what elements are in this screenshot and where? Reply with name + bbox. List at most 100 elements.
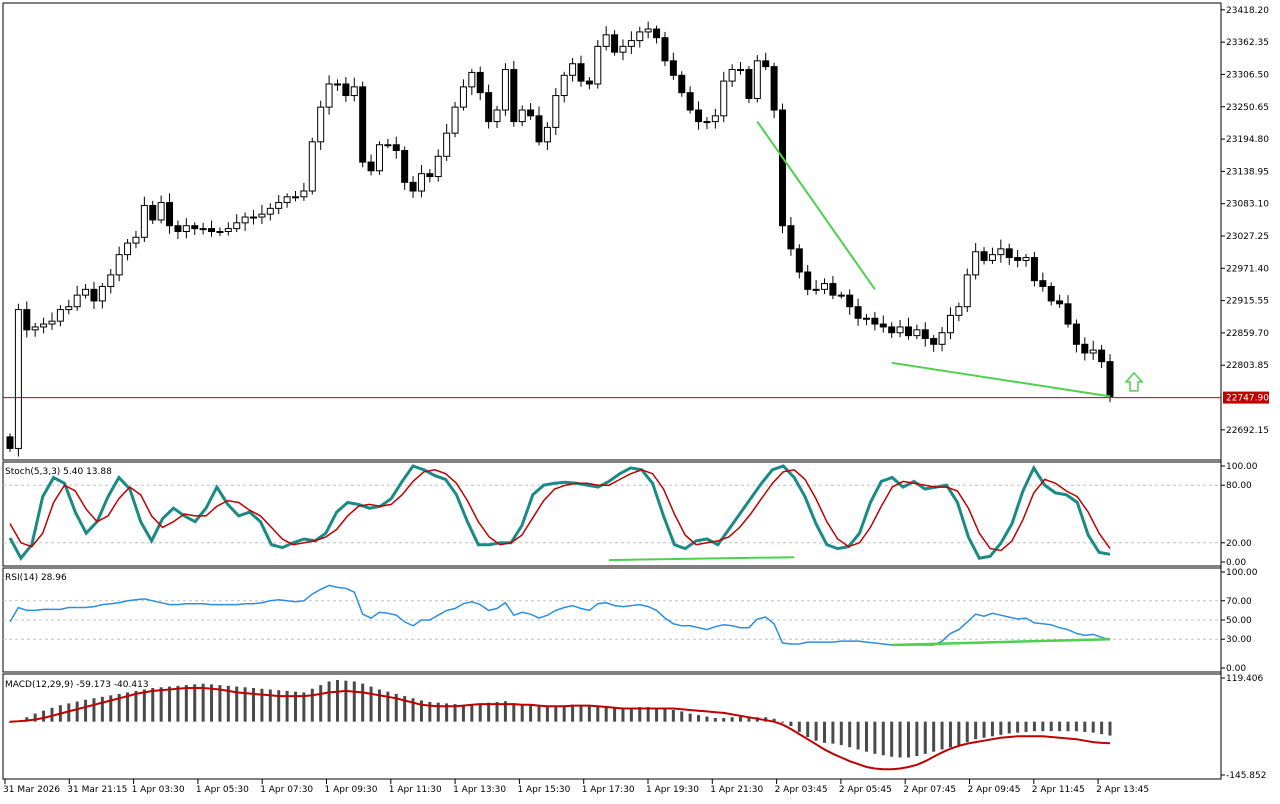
candle-bull [1089,349,1097,354]
candle-bear [795,248,803,273]
macd-bar [168,686,172,722]
macd-bar [948,721,952,748]
macd-bar [781,721,785,723]
macd-bar [999,721,1003,735]
macd-bar [713,718,717,722]
macd-pane[interactable] [8,679,1112,771]
candle-bull [140,204,148,238]
candle-bear [762,60,770,68]
macd-bar [327,681,331,722]
candle-bear [1030,257,1038,282]
candle-bear [770,66,778,111]
price-tick-label: 23194.80 [1226,135,1269,145]
candle-bull [258,213,266,218]
candle-bear [695,109,703,123]
macd-bar [730,717,734,722]
macd-bar [50,707,54,722]
rsi-tick-label: 70.00 [1226,597,1252,607]
macd-bar [411,698,415,722]
macd-bar [571,704,575,722]
macd-bar [680,711,684,722]
stochastic-pane[interactable] [8,464,1111,562]
x-tick-label: 31 Mar 2026 [3,785,60,795]
pane-frames [2,2,1222,780]
x-tick-label: 1 Apr 05:30 [196,785,249,795]
candle-bear [359,86,367,163]
macd-bar [789,721,793,727]
x-tick-label: 2 Apr 03:45 [775,785,828,795]
candle-bull [737,69,745,72]
macd-bar [159,687,163,722]
macd-bar [302,692,306,722]
candle-bull [82,288,90,296]
candle-bear [661,37,669,62]
candle-bear [208,228,216,232]
macd-bar [403,696,407,722]
price-tick-label: 23306.50 [1226,70,1269,80]
price-pane[interactable]: 22747.90 [3,21,1269,457]
candle-bull [997,248,1005,256]
candle-bull [199,228,207,231]
candle-bull [938,332,946,345]
stoch-tick-label: 80.00 [1226,481,1252,491]
macd-bar [638,707,642,722]
macd-bar [495,701,499,722]
rsi-pane[interactable] [9,584,1111,647]
candle-bull [48,320,56,325]
macd-bar [806,721,810,738]
candle-bear [1072,323,1080,345]
candle-bull [443,132,451,157]
macd-bar [126,692,130,722]
macd-bar [1032,721,1036,732]
x-tick-label: 1 Apr 13:30 [453,785,506,795]
candle-bull [955,306,963,316]
candle-bull [569,63,577,76]
macd-bar [151,688,155,722]
candle-bull [417,173,425,192]
macd-bar [361,683,365,722]
candle-bull [241,216,249,224]
macd-bar [671,709,675,722]
macd-bar [1024,721,1028,732]
candle-bear [476,71,484,94]
macd-bar [705,716,709,722]
candle-bear [653,28,661,39]
macd-bar [1066,721,1070,732]
macd-bar [864,721,868,752]
macd-bar [596,706,600,722]
macd-bar [1074,721,1078,732]
macd-bar [369,686,373,722]
candle-bear [921,329,929,340]
macd-bar [293,691,297,722]
macd-bar [562,705,566,722]
current-price-label: 22747.90 [1226,394,1269,404]
x-tick-label: 2 Apr 11:45 [1032,785,1085,795]
macd-bar [419,700,423,722]
macd-bar [873,721,877,754]
candle-bull [250,216,258,219]
macd-bar [629,707,633,722]
candle-bear [90,288,98,302]
current-price-badge [1223,391,1269,404]
macd-bar [1007,721,1011,734]
price-tick-label: 23418.20 [1226,6,1269,16]
candle-bull [594,45,602,85]
macd-bar [33,713,37,722]
macd-bar [1083,721,1087,732]
macd-bar [285,690,289,722]
macd-bar [277,690,281,722]
rsi-series [9,584,1111,646]
macd-bar [697,715,701,722]
macd-bar [335,679,339,722]
candle-bear [904,326,912,337]
rsi-divergence-line [891,637,1111,647]
candle-bull [946,314,954,334]
candle-bull [560,74,568,97]
candle-bear [577,63,585,82]
macd-bar [915,721,919,757]
macd-bar [436,702,440,722]
x-tick-label: 1 Apr 03:30 [132,785,185,795]
macd-bar [75,701,79,722]
macd-bar [982,721,986,738]
